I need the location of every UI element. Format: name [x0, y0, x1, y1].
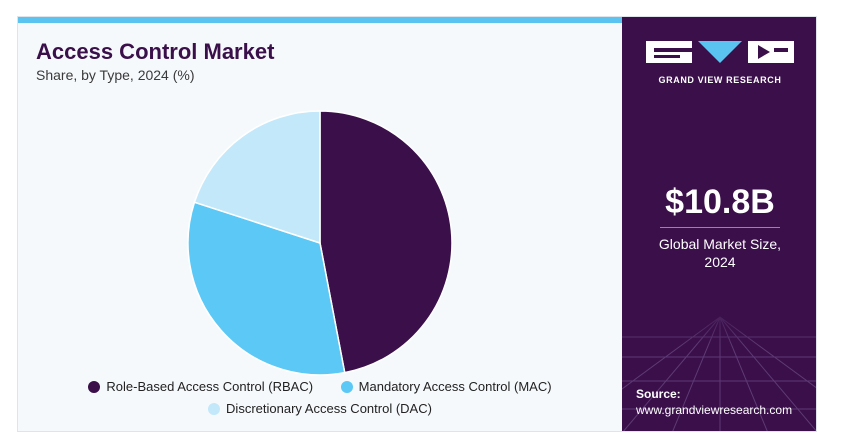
legend-label-rbac: Role-Based Access Control (RBAC)	[106, 379, 314, 394]
pie-slice-mac	[187, 201, 346, 376]
brand-logo: GRAND VIEW RESEARCH	[646, 39, 794, 85]
market-size-label: Global Market Size, 2024	[622, 235, 816, 271]
chart-title: Access Control Market	[36, 39, 275, 64]
legend-item-rbac: Role-Based Access Control (RBAC)	[88, 379, 313, 394]
legend-item-dac: Discretionary Access Control (DAC)	[208, 401, 432, 416]
legend-row: Discretionary Access Control (DAC)	[18, 401, 622, 418]
legend-swatch-mac	[340, 380, 353, 393]
legend-swatch-rbac	[88, 380, 101, 393]
decorative-grid-icon	[622, 297, 816, 431]
market-size-value: $10.8B	[665, 183, 775, 221]
logo-icon	[646, 41, 794, 63]
chart-subtitle: Share, by Type, 2024 (%)	[36, 67, 195, 83]
source-label: Source:	[636, 387, 681, 401]
sidebar-panel: GRAND VIEW RESEARCH $10.8B Global Market…	[622, 17, 816, 431]
brand-name: GRAND VIEW RESEARCH	[658, 75, 782, 85]
market-size-label-line1: Global Market Size,	[658, 236, 782, 252]
pie-chart	[187, 110, 453, 376]
legend-label-mac: Mandatory Access Control (MAC)	[358, 379, 552, 394]
pie-slice-dac	[193, 110, 321, 245]
legend-swatch-dac	[208, 402, 221, 415]
market-size-label-line2: 2024	[704, 254, 736, 270]
legend-row: Role-Based Access Control (RBAC) Mandato…	[18, 379, 622, 396]
pie-slice-rbac	[319, 110, 453, 374]
source-url: www.grandviewresearch.com	[636, 403, 793, 417]
chart-card: Access Control Market Share, by Type, 20…	[17, 16, 817, 432]
legend-label-dac: Discretionary Access Control (DAC)	[226, 401, 432, 416]
legend-item-mac: Mandatory Access Control (MAC)	[340, 379, 552, 394]
divider	[660, 227, 780, 228]
accent-bar	[18, 17, 622, 23]
